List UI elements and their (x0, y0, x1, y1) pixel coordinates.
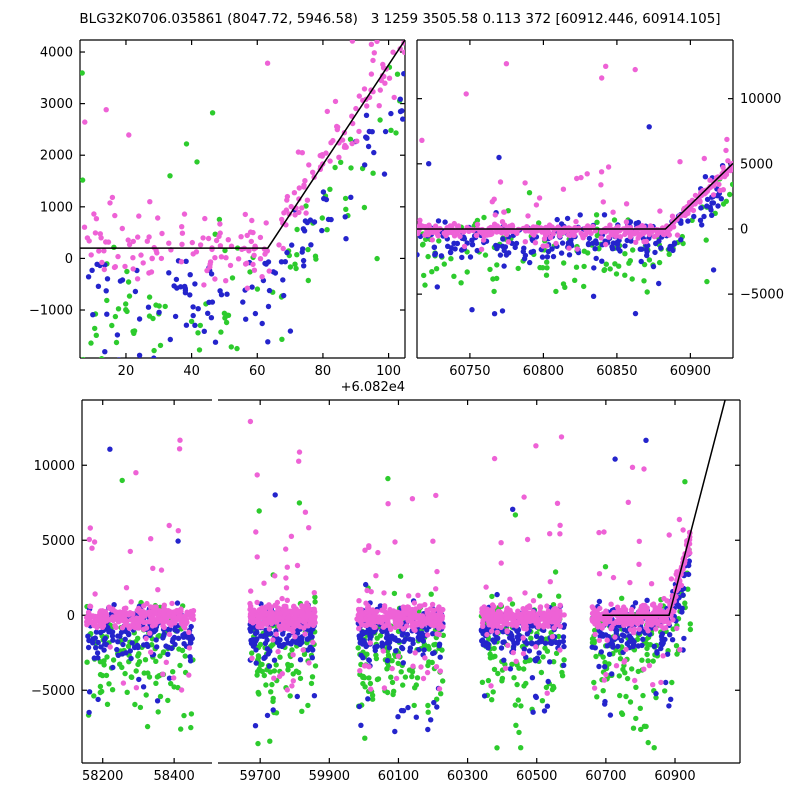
y-tick-label: 0 (740, 222, 748, 237)
y-tick-label: −5000 (31, 684, 75, 699)
x-tick-label: 60800 (523, 364, 564, 379)
x-tick-label: 59700 (239, 769, 280, 784)
x-tick-label: 40 (183, 364, 200, 379)
y-tick-label: 3000 (40, 97, 73, 112)
x-tick-label: 60750 (449, 364, 490, 379)
y-tick-label: −1000 (29, 304, 73, 319)
panel-top-left: 20 40 60 80 100 −1000 0 1000 2000 3000 4000 +6.082e… (29, 39, 406, 395)
scatter-series-green (419, 176, 733, 295)
scatter-series-pink (81, 40, 405, 291)
x-tick-label: 60 (249, 364, 266, 379)
x-tick-label: 80 (315, 364, 332, 379)
x-tick-label: 60500 (516, 769, 557, 784)
x-tick-label: 20 (118, 364, 135, 379)
y-tick-label: 10000 (740, 92, 781, 107)
x-tick-label: 60900 (670, 364, 711, 379)
x-axis-offset-label: +6.082e4 (341, 380, 405, 395)
y-tick-label: −5000 (740, 288, 784, 303)
x-tick-label: 58400 (153, 769, 194, 784)
axes-top-right (416, 39, 734, 359)
scatter-series-blue (85, 71, 405, 358)
axes-bottom (81, 399, 741, 764)
panel-top-right: 60750 60800 60850 60900 −5000 0 5000 10000 (416, 39, 784, 379)
y-tick-label: 5000 (42, 534, 75, 549)
x-tick-label: 60300 (447, 769, 488, 784)
model-fit-line (602, 400, 726, 617)
y-tick-label: 1000 (40, 200, 73, 215)
model-fit-line (417, 162, 733, 230)
y-tick-label: 0 (65, 252, 73, 267)
x-tick-label: 60100 (378, 769, 419, 784)
x-tick-label: 60900 (654, 769, 695, 784)
x-tick-label: 59900 (309, 769, 350, 784)
x-tick-label: 58200 (82, 769, 123, 784)
y-tick-label: 4000 (40, 46, 73, 61)
y-tick-label: 2000 (40, 149, 73, 164)
x-tick-label: 60700 (585, 769, 626, 784)
panel-bottom: 58200 58400 59700 59900 60100 60300 60500 60700… (31, 399, 741, 784)
y-tick-label: 5000 (740, 157, 773, 172)
model-fit-line (80, 40, 405, 249)
y-tick-label: 10000 (34, 459, 75, 474)
y-tick-label: 0 (67, 609, 75, 624)
x-tick-label: 60850 (596, 364, 637, 379)
x-tick-label: 100 (376, 364, 401, 379)
figure-title: BLG32K0706.035861 (8047.72, 5946.58) 3 1… (79, 11, 721, 27)
scatter-series-green (80, 64, 403, 358)
